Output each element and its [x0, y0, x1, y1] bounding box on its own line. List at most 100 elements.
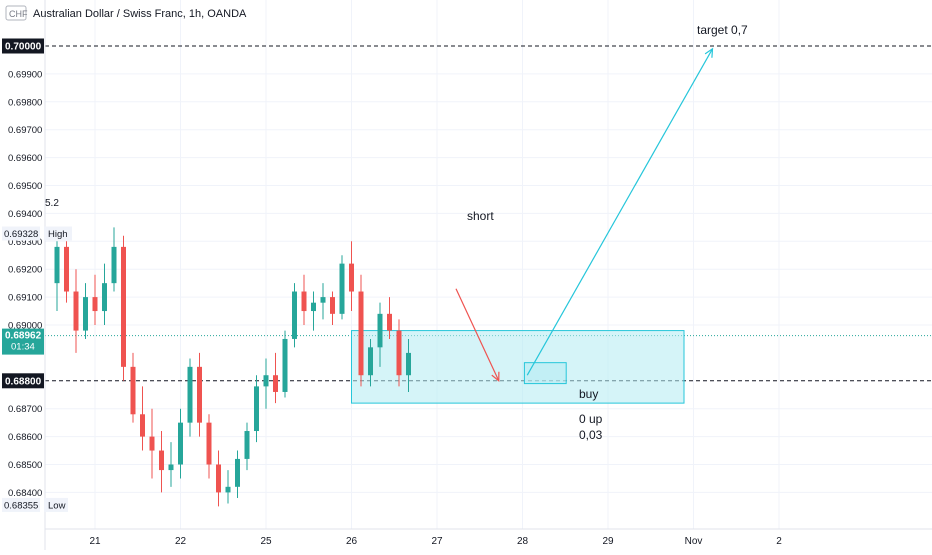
target-price-label: 0.70000	[5, 42, 42, 53]
candle-body	[102, 283, 107, 312]
candle	[273, 352, 278, 404]
candle	[406, 338, 411, 392]
candle-body	[225, 486, 231, 493]
price-axis[interactable]: 0.69900 0.69800 0.69700 0.69600 0.69500 0.694…	[8, 69, 42, 499]
candle-body	[140, 414, 145, 437]
price-tick-label: 0.69200	[8, 265, 42, 276]
candle	[254, 375, 259, 443]
candle-body	[273, 375, 278, 392]
candle	[83, 283, 88, 339]
candle	[121, 235, 126, 381]
candle-body	[263, 375, 269, 387]
candle	[235, 450, 240, 498]
candle	[168, 442, 174, 487]
candle-body	[292, 291, 297, 339]
candle-body	[149, 436, 155, 451]
low-price-label: 0.68355	[4, 500, 38, 511]
high-price-badge: 0.69328 High	[2, 226, 72, 241]
candle	[92, 274, 98, 325]
candle-body	[339, 263, 345, 314]
candle	[178, 408, 183, 479]
up-annotation-line2[interactable]: 0,03	[579, 428, 603, 442]
candle	[130, 352, 136, 423]
time-tick-label: 29	[602, 536, 614, 547]
time-tick-label: 26	[346, 536, 358, 547]
candle	[368, 338, 373, 387]
support-price-label: 0.68800	[5, 376, 42, 387]
up-annotation-line1[interactable]: 0 up	[579, 412, 603, 426]
short-arrow-head	[491, 371, 500, 383]
candle	[111, 227, 117, 292]
time-axis[interactable]: 21 22 25 26 27 28 29 Nov 2	[89, 536, 782, 547]
candle	[339, 255, 345, 320]
candle	[216, 450, 221, 507]
candle	[292, 283, 297, 348]
candle	[311, 291, 316, 331]
candle	[244, 422, 250, 471]
candle-body	[368, 347, 373, 376]
candle	[187, 358, 193, 437]
buy-annotation[interactable]: buy	[579, 387, 598, 401]
currency-badge[interactable]	[5, 5, 27, 21]
candle	[387, 297, 392, 339]
candle-body	[330, 297, 335, 314]
candle-body	[73, 291, 79, 331]
candle	[140, 386, 145, 451]
low-price-badge: 0.68355 Low	[2, 497, 68, 512]
price-tick-label: 0.69700	[8, 125, 42, 136]
candle	[54, 241, 60, 312]
candle	[396, 319, 402, 387]
candle	[301, 274, 307, 325]
candle	[358, 274, 364, 387]
candle-body	[387, 313, 392, 331]
candles	[54, 227, 411, 507]
candle-body	[406, 352, 411, 376]
candle	[206, 414, 212, 479]
candle	[349, 241, 354, 312]
time-tick-label: 27	[431, 536, 443, 547]
candle-body	[130, 366, 136, 415]
candle-body	[197, 366, 202, 423]
price-axis-bg	[0, 0, 45, 550]
price-tick-label: 0.69900	[8, 69, 42, 80]
price-tick-label: 0.69500	[8, 181, 42, 192]
candle-body	[311, 302, 316, 312]
time-tick-label: 28	[517, 536, 529, 547]
candle-body	[178, 422, 183, 465]
candle	[263, 358, 269, 409]
candle	[330, 291, 335, 325]
grid	[45, 0, 932, 529]
target-arrow[interactable]	[526, 47, 714, 376]
short-arrow[interactable]	[455, 288, 500, 383]
short-annotation[interactable]: short	[467, 209, 494, 223]
price-tick-label: 0.68600	[8, 432, 42, 443]
candle-body	[235, 458, 240, 487]
candle-body	[121, 246, 126, 367]
arrows[interactable]	[455, 47, 714, 383]
candle	[282, 330, 288, 398]
candle-body	[244, 431, 250, 459]
candle-body	[358, 291, 364, 376]
price-tick-label: 0.68500	[8, 460, 42, 471]
candle	[225, 470, 231, 504]
candle-body	[282, 338, 288, 392]
high-price-label: 0.69328	[4, 229, 38, 240]
candle-body	[54, 246, 60, 284]
candle-body	[159, 450, 164, 471]
current-price-label: 0.68962	[5, 331, 42, 342]
candle-body	[216, 464, 221, 493]
price-tick-label: 0.68400	[8, 488, 42, 499]
candle	[64, 241, 69, 303]
candle-body	[92, 297, 98, 312]
buy-zone[interactable]	[523, 362, 567, 385]
chart-title: Australian Dollar / Swiss Franc, 1h, OAN…	[33, 8, 247, 20]
candle-body	[111, 246, 117, 284]
target-annotation[interactable]: target 0,7	[697, 23, 748, 37]
time-tick-label: Nov	[685, 536, 703, 547]
time-tick-label: 21	[89, 536, 101, 547]
support-price-badge: 0.68800	[2, 373, 44, 389]
candle-body	[349, 263, 354, 292]
countdown-label: 01:34	[11, 342, 35, 353]
price-tick-label: 0.69800	[8, 97, 42, 108]
